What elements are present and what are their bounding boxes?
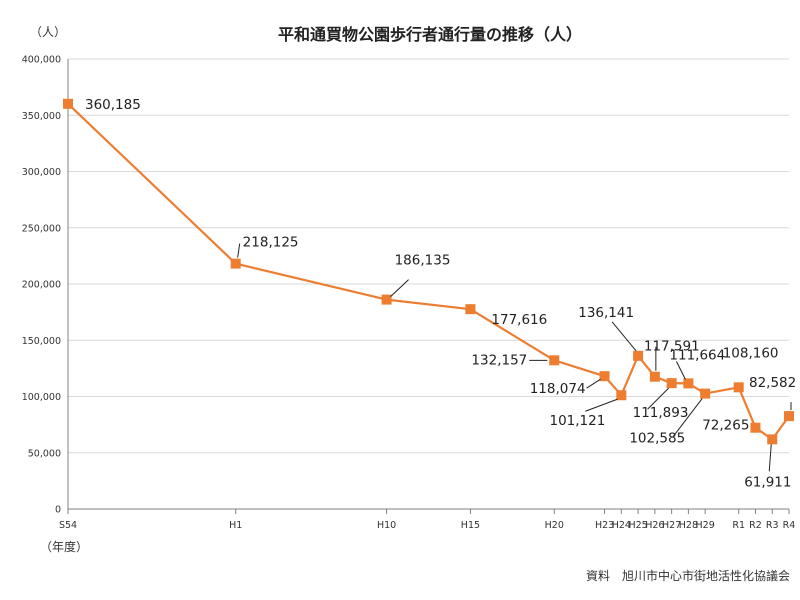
data-label: 117,591 <box>644 339 700 355</box>
data-marker <box>750 422 761 433</box>
data-label: 218,125 <box>243 235 299 251</box>
data-label: 360,185 <box>85 97 141 113</box>
x-tick-label: H15 <box>461 520 480 531</box>
leader-line <box>586 378 601 389</box>
x-tick-label: R1 <box>732 520 745 531</box>
data-marker <box>633 350 644 361</box>
x-tick-label: H28 <box>679 520 698 531</box>
x-tick-label: H24 <box>612 520 631 531</box>
x-tick-label: H10 <box>377 520 396 531</box>
leader-line <box>768 444 772 472</box>
y-tick-label: 400,000 <box>22 55 61 66</box>
leader-line <box>672 398 703 437</box>
data-label: 186,135 <box>395 253 451 269</box>
x-tick-label: S54 <box>59 520 77 531</box>
data-label: 136,141 <box>578 305 634 321</box>
x-tick-label: R3 <box>766 520 779 531</box>
data-marker <box>683 378 694 389</box>
x-axis-unit: （年度） <box>40 539 88 554</box>
data-label: 111,893 <box>633 405 689 421</box>
data-label: 118,074 <box>530 381 586 397</box>
data-marker <box>666 378 677 389</box>
data-marker <box>700 388 711 399</box>
y-tick-label: 200,000 <box>22 280 61 291</box>
data-marker <box>784 411 794 422</box>
data-labels: 360,185 218,125 186,135 177,616 132,157118,0… <box>85 97 796 491</box>
y-tick-label: 300,000 <box>22 167 61 178</box>
leader-line <box>390 279 409 297</box>
axes <box>67 59 790 514</box>
data-marker <box>733 382 744 393</box>
source-note: 資料 旭川市中心市街地活性化協議会 <box>586 568 790 583</box>
y-tick-label: 250,000 <box>22 223 61 234</box>
y-tick-label: 50,000 <box>28 448 61 459</box>
x-tick-label: R2 <box>749 520 762 531</box>
data-label: 82,582 <box>749 375 796 391</box>
data-marker <box>616 390 627 401</box>
data-label: 72,265 <box>702 418 749 434</box>
leader-line <box>237 243 241 258</box>
y-tick-label: 0 <box>55 505 61 516</box>
data-marker <box>230 258 241 269</box>
y-axis-unit: （人） <box>30 25 66 39</box>
y-tick-label: 150,000 <box>22 336 61 347</box>
x-tick-label: H1 <box>229 520 242 531</box>
leader-line <box>611 321 637 352</box>
data-label: 177,616 <box>491 312 547 328</box>
chart-title: 平和通買物公園歩行者通行量の推移（人） <box>278 25 582 44</box>
data-label: 111,664 <box>669 347 725 363</box>
x-tick-label: R4 <box>783 520 796 531</box>
data-label: 132,157 <box>471 352 527 368</box>
x-tick-label: H25 <box>628 520 647 531</box>
data-label: 102,585 <box>629 431 685 447</box>
data-marker <box>63 98 73 109</box>
x-tick-label: H23 <box>595 520 614 531</box>
data-marker <box>549 355 560 366</box>
y-tick-labels: 0 50,000 100,000 150,000 200,000 250,000 300,0… <box>22 55 61 516</box>
leader-line <box>585 398 618 412</box>
data-label: 101,121 <box>549 413 605 429</box>
data-marker <box>649 371 660 382</box>
data-marker <box>465 304 476 315</box>
data-label: 61,911 <box>744 474 791 490</box>
leader-line <box>675 361 686 380</box>
data-markers <box>63 98 794 445</box>
data-marker <box>767 434 778 445</box>
gridlines <box>68 58 789 454</box>
y-tick-label: 100,000 <box>22 392 61 403</box>
data-marker <box>381 294 392 305</box>
series-line <box>67 103 790 441</box>
x-tick-label: H29 <box>696 520 715 531</box>
x-tick-label: H20 <box>545 520 564 531</box>
x-tick-label: H27 <box>662 520 681 531</box>
data-label: 108,160 <box>723 345 779 361</box>
leader-line <box>647 387 669 410</box>
y-tick-label: 350,000 <box>22 111 61 122</box>
data-marker <box>599 371 610 382</box>
x-tick-label: H26 <box>645 520 664 531</box>
series-line-path <box>67 103 790 441</box>
